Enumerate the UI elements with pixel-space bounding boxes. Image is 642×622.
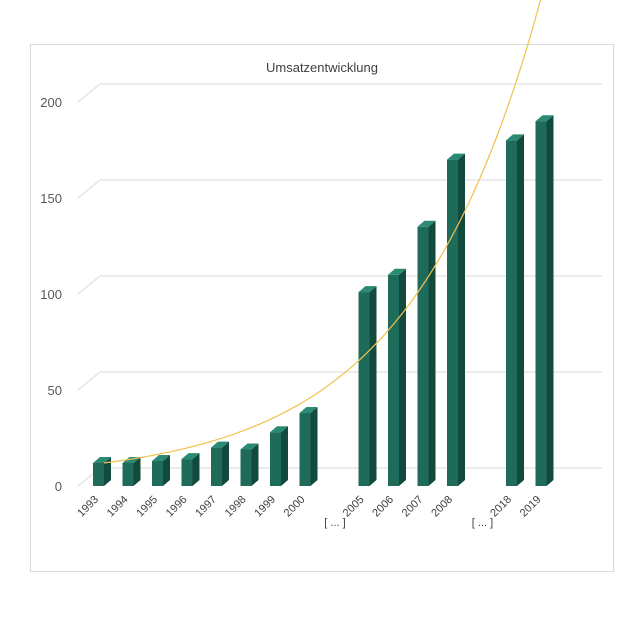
bar-front xyxy=(358,292,370,486)
y-tick-label: 150 xyxy=(40,191,62,206)
x-tick-label: 1998 xyxy=(223,494,249,520)
x-tick-label: 1997 xyxy=(193,494,219,520)
bar-top xyxy=(211,441,229,448)
gridline xyxy=(77,179,602,199)
bar-side xyxy=(104,456,111,486)
bar-front xyxy=(270,432,281,486)
bar xyxy=(152,455,170,486)
bar-side xyxy=(251,443,259,486)
bar-top xyxy=(535,115,554,122)
bar xyxy=(535,115,554,486)
bar-side xyxy=(192,453,200,486)
bar xyxy=(299,407,318,486)
bar-side xyxy=(399,268,406,486)
bar-side xyxy=(281,426,288,486)
x-tick-label: 1994 xyxy=(105,494,131,520)
bar-front xyxy=(181,459,193,486)
bar xyxy=(211,441,229,486)
x-tick-label: 1996 xyxy=(164,494,190,520)
gridline xyxy=(77,83,602,103)
bar-front xyxy=(388,274,399,486)
bar xyxy=(447,153,465,486)
bar-side xyxy=(369,286,377,486)
bar xyxy=(270,426,288,486)
bar-front xyxy=(93,462,104,486)
y-axis-ticks: 0 50 100 150 200 xyxy=(40,95,62,494)
x-tick-label: [ ... ] xyxy=(472,517,493,529)
bar-top xyxy=(417,220,436,227)
bar-front xyxy=(506,140,517,486)
y-tick-label: 50 xyxy=(48,383,62,398)
x-tick-label: 1995 xyxy=(134,494,160,520)
bar-top xyxy=(93,456,111,463)
bar-top xyxy=(181,453,200,460)
bar-top xyxy=(358,286,377,293)
bar xyxy=(122,456,141,486)
x-tick-label: 2018 xyxy=(488,494,514,520)
bar-front xyxy=(240,449,252,486)
bar-top xyxy=(152,455,170,462)
x-tick-label: 2019 xyxy=(518,494,544,520)
trendline-layer xyxy=(103,0,542,464)
bar xyxy=(240,443,259,486)
bar-front xyxy=(417,226,429,487)
bar-front xyxy=(299,413,311,486)
bar-side xyxy=(517,134,524,486)
bar xyxy=(388,268,406,486)
bar xyxy=(181,453,200,486)
bar xyxy=(506,134,524,486)
bar-top xyxy=(388,268,406,275)
x-tick-label: 2007 xyxy=(400,494,426,520)
bar-side xyxy=(133,456,141,486)
chart-title: Umsatzentwicklung xyxy=(266,60,378,75)
bar xyxy=(93,456,111,486)
y-tick-label: 100 xyxy=(40,287,62,302)
trendline xyxy=(103,0,542,464)
y-tick-label: 0 xyxy=(55,479,62,494)
bar-top xyxy=(240,443,259,450)
x-tick-label: [ ... ] xyxy=(324,517,345,529)
x-tick-label: 1993 xyxy=(75,494,101,520)
bar-side xyxy=(458,153,465,486)
bar-side xyxy=(428,220,436,487)
x-tick-label: 2006 xyxy=(370,494,396,520)
bar-front xyxy=(447,159,458,486)
x-tick-label: 2008 xyxy=(429,494,455,520)
x-axis-ticks: 1993 1994 1995 1996 1997 1998 1999 2000[ ... ]2… xyxy=(75,494,543,529)
bars xyxy=(93,115,554,487)
bar-top xyxy=(270,426,288,433)
bar-side xyxy=(546,115,554,486)
bar-front xyxy=(535,121,547,486)
bar-side xyxy=(163,455,170,486)
y-tick-label: 200 xyxy=(40,95,62,110)
x-tick-label: 2005 xyxy=(341,494,367,520)
x-tick-label: 1999 xyxy=(252,494,278,520)
bar-front xyxy=(152,461,163,486)
bar-top xyxy=(447,153,465,160)
bar-side xyxy=(310,407,318,486)
bar-side xyxy=(222,441,229,486)
bar xyxy=(417,220,436,487)
bar xyxy=(358,286,377,486)
bar-top xyxy=(506,134,524,141)
bar-top xyxy=(299,407,318,414)
bar-front xyxy=(122,462,134,486)
bar-front xyxy=(211,447,222,486)
x-tick-label: 2000 xyxy=(282,494,308,520)
